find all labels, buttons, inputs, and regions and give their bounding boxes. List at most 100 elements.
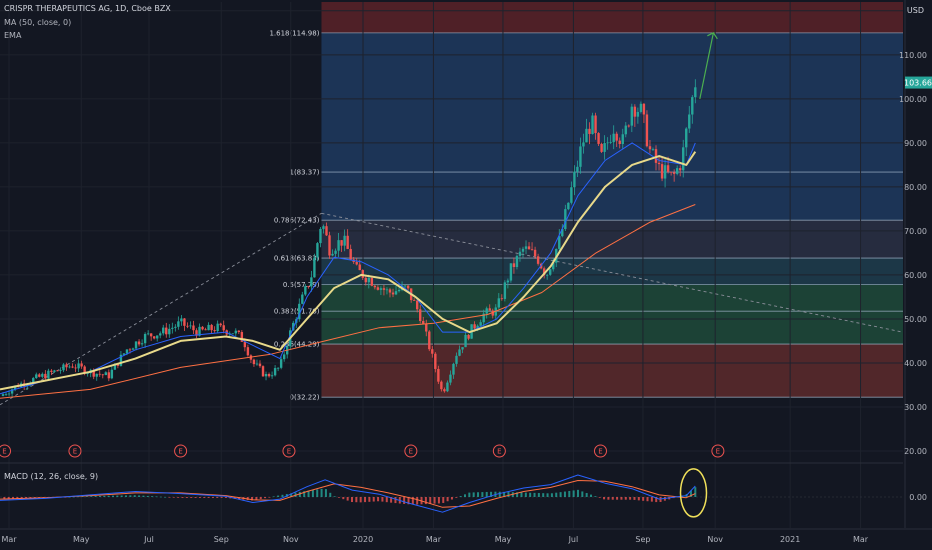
- earnings-marker[interactable]: [0, 444, 12, 458]
- candle-body: [304, 286, 307, 295]
- candle-body: [618, 140, 621, 145]
- candle-body: [65, 364, 68, 368]
- macd-histogram-bar: [146, 495, 149, 497]
- macd-histogram-bar: [572, 490, 575, 497]
- price-tick-label: 100.00: [899, 95, 927, 104]
- candle-body: [579, 146, 582, 167]
- price-tick-label: 70.00: [904, 227, 927, 236]
- candle-body: [663, 165, 667, 179]
- fib-zone: [321, 220, 903, 259]
- earnings-marker[interactable]: [492, 444, 506, 458]
- macd-histogram-bar: [25, 497, 28, 499]
- macd-highlight-circle[interactable]: [679, 468, 708, 518]
- macd-histogram-bar: [364, 497, 367, 503]
- candle-body: [177, 321, 180, 327]
- candle-body: [146, 333, 150, 335]
- macd-histogram-bar: [164, 496, 167, 498]
- candle-body: [71, 366, 74, 368]
- last-price-badge[interactable]: [905, 76, 932, 89]
- macd-histogram-bar: [116, 495, 119, 497]
- macd-histogram-bar: [524, 492, 527, 497]
- time-tick-label: Sep: [214, 535, 229, 544]
- fibonacci-retracement[interactable]: 0(32.22) 0.236(44.29) 0.382(51.76) 0.5(57.7…: [269, 2, 903, 402]
- candle-body: [624, 125, 627, 135]
- candle-body: [50, 370, 53, 372]
- macd-histogram-bar: [211, 497, 214, 498]
- candle-body: [367, 277, 371, 283]
- candle-body: [428, 331, 431, 350]
- indicator-ema-label[interactable]: EMA: [4, 31, 22, 40]
- candle-body: [515, 255, 519, 268]
- macd-histogram-bar: [138, 495, 141, 497]
- earnings-marker-label: E: [716, 448, 720, 456]
- earnings-marker[interactable]: [174, 444, 188, 458]
- candle-body: [276, 367, 280, 369]
- candle-body: [552, 262, 555, 270]
- earnings-marker[interactable]: [68, 444, 82, 458]
- trendlines[interactable]: [0, 32, 904, 406]
- candle-body: [645, 114, 649, 147]
- symbol-title[interactable]: CRISPR THERAPEUTICS AG, 1D, Cboe BZX: [4, 4, 171, 13]
- trendline-dashed[interactable]: [0, 212, 322, 406]
- candle-body: [255, 363, 259, 365]
- candle-body: [558, 236, 561, 249]
- candle-body: [119, 354, 123, 366]
- projection-arrow-head[interactable]: [707, 32, 718, 40]
- time-tick-label: May: [495, 535, 512, 544]
- earnings-marker[interactable]: [593, 444, 607, 458]
- earnings-marker[interactable]: [711, 444, 725, 458]
- candle-body: [231, 333, 234, 335]
- earnings-marker[interactable]: [404, 444, 418, 458]
- candle-body: [576, 166, 579, 172]
- candle-body: [222, 325, 225, 331]
- macd-histogram-bar: [507, 492, 510, 497]
- macd-histogram-bar: [342, 497, 345, 500]
- earnings-marker-label: E: [287, 448, 291, 456]
- trendline-dashed[interactable]: [321, 212, 904, 333]
- candle-body: [156, 335, 159, 339]
- candle-body: [1, 394, 5, 396]
- macd-histogram-bar: [629, 497, 632, 500]
- macd-histogram-bar: [446, 497, 449, 502]
- candle-body: [536, 256, 540, 264]
- macd-histogram-bar: [520, 492, 523, 497]
- candle-body: [267, 373, 271, 377]
- macd-histogram-bar: [272, 496, 275, 498]
- macd-histogram-bar: [616, 497, 619, 500]
- candle-body: [660, 164, 664, 179]
- candle-body: [615, 133, 618, 141]
- macd-histogram-bar: [555, 492, 558, 497]
- time-tick-label: 2020: [353, 535, 373, 544]
- earnings-marker[interactable]: [282, 444, 296, 458]
- macd-histogram-bar: [481, 492, 484, 497]
- candle-body: [307, 286, 310, 288]
- macd-histogram-bar: [111, 495, 114, 497]
- candle-body: [346, 235, 349, 249]
- macd-histogram-bar: [251, 497, 254, 501]
- price-tick-label: 40.00: [904, 359, 927, 368]
- candle-body: [533, 249, 537, 257]
- candle-body: [74, 367, 77, 369]
- candle-body: [657, 162, 661, 165]
- candle-body: [636, 111, 640, 117]
- candle-body: [219, 323, 222, 326]
- time-tick-label: 2021: [780, 535, 800, 544]
- candle-body: [210, 324, 213, 331]
- macd-title[interactable]: MACD (12, 26, close, 9): [4, 472, 99, 481]
- candle-body: [165, 327, 168, 335]
- candle-body: [44, 373, 47, 379]
- candle-body: [672, 172, 676, 174]
- candle-body: [201, 326, 204, 330]
- macd-histogram-bar: [498, 491, 501, 497]
- indicator-ma-label[interactable]: MA (50, close, 0): [4, 18, 72, 27]
- candle-body: [500, 298, 504, 300]
- macd-histogram-bar: [381, 497, 384, 502]
- candle-body: [688, 114, 691, 129]
- candle-body: [482, 313, 485, 323]
- macd-histogram-bar: [576, 489, 579, 497]
- projection-arrow[interactable]: [699, 32, 714, 99]
- candle-body: [198, 326, 201, 336]
- candle-body: [195, 330, 198, 336]
